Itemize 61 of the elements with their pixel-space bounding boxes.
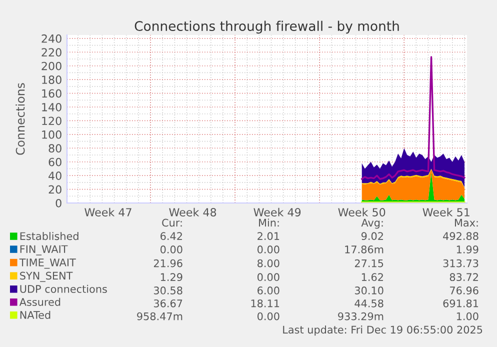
y-tick-label: 140 — [42, 102, 62, 112]
text: 0.00 — [257, 246, 280, 254]
text: 17.86m — [345, 246, 384, 254]
x-tick-label: Week 50 — [338, 208, 386, 216]
y-tick-label: 160 — [42, 89, 62, 98]
text: 21.96 — [154, 259, 182, 268]
y-tick-label: 60 — [48, 158, 62, 166]
text: 933.29m — [338, 312, 384, 320]
text: 18.11 — [251, 299, 280, 308]
text: 30.58 — [154, 286, 182, 294]
y-tick-label: 120 — [42, 116, 62, 126]
legend-label: TIME_WAIT — [19, 258, 76, 269]
text: 0.00 — [257, 312, 280, 320]
text: 30.10 — [354, 286, 384, 294]
y-tick-label: 180 — [42, 76, 62, 84]
y-tick-label: 20 — [48, 185, 62, 194]
y-tick-label: 240 — [42, 34, 62, 43]
text: Avg: — [361, 218, 383, 229]
text: 76.96 — [450, 286, 478, 294]
text: 492.88 — [443, 232, 478, 240]
text: 2.01 — [258, 232, 280, 240]
text: 1.99 — [456, 246, 478, 254]
text: Max: — [454, 218, 478, 227]
y-tick-label: 40 — [48, 172, 62, 180]
text: 313.73 — [443, 259, 478, 268]
legend-label: UDP connections — [20, 284, 107, 293]
text: 44.58 — [354, 299, 384, 308]
text: 1.62 — [362, 273, 383, 282]
line-series — [361, 56, 466, 180]
x-tick-label: Week 51 — [422, 208, 470, 216]
y-tick-label: 200 — [42, 62, 62, 70]
text: 1.29 — [160, 273, 182, 282]
text: 691.81 — [443, 299, 478, 308]
legend-label: Assured — [19, 298, 60, 306]
legend-label: FIN_WAIT — [20, 245, 68, 256]
y-tick-label: 100 — [42, 130, 62, 139]
y-tick-label: 80 — [48, 144, 62, 153]
text: Min: — [259, 218, 279, 227]
y-axis-title: Connections — [16, 83, 25, 155]
text: 6.42 — [160, 232, 182, 240]
text: 83.72 — [450, 273, 478, 282]
text: 958.47m — [137, 312, 182, 320]
text: 0.00 — [257, 273, 280, 282]
text: 0.00 — [160, 246, 182, 254]
chart-title: Connections through firewall - by month — [134, 20, 399, 34]
legend-label: Established — [20, 232, 78, 240]
x-tick-label: Week 47 — [84, 208, 132, 216]
legend-label: SYN_SENT — [20, 272, 73, 282]
text: 8.00 — [258, 259, 280, 268]
text: 6.00 — [258, 286, 280, 294]
x-tick-label: Week 49 — [254, 208, 301, 216]
text: 27.15 — [354, 259, 384, 268]
legend-label: NATed — [20, 310, 50, 319]
text: Last update: Fri Dec 19 06:55:00 2025 — [283, 326, 482, 336]
text: 9.02 — [361, 232, 383, 240]
text: Cur: — [162, 218, 182, 227]
y-tick-label: 0 — [56, 198, 62, 208]
x-tick-label: Week 48 — [169, 208, 216, 216]
y-tick-label: 220 — [42, 48, 62, 57]
text: 1.00 — [456, 312, 478, 320]
text: 36.67 — [154, 299, 182, 308]
